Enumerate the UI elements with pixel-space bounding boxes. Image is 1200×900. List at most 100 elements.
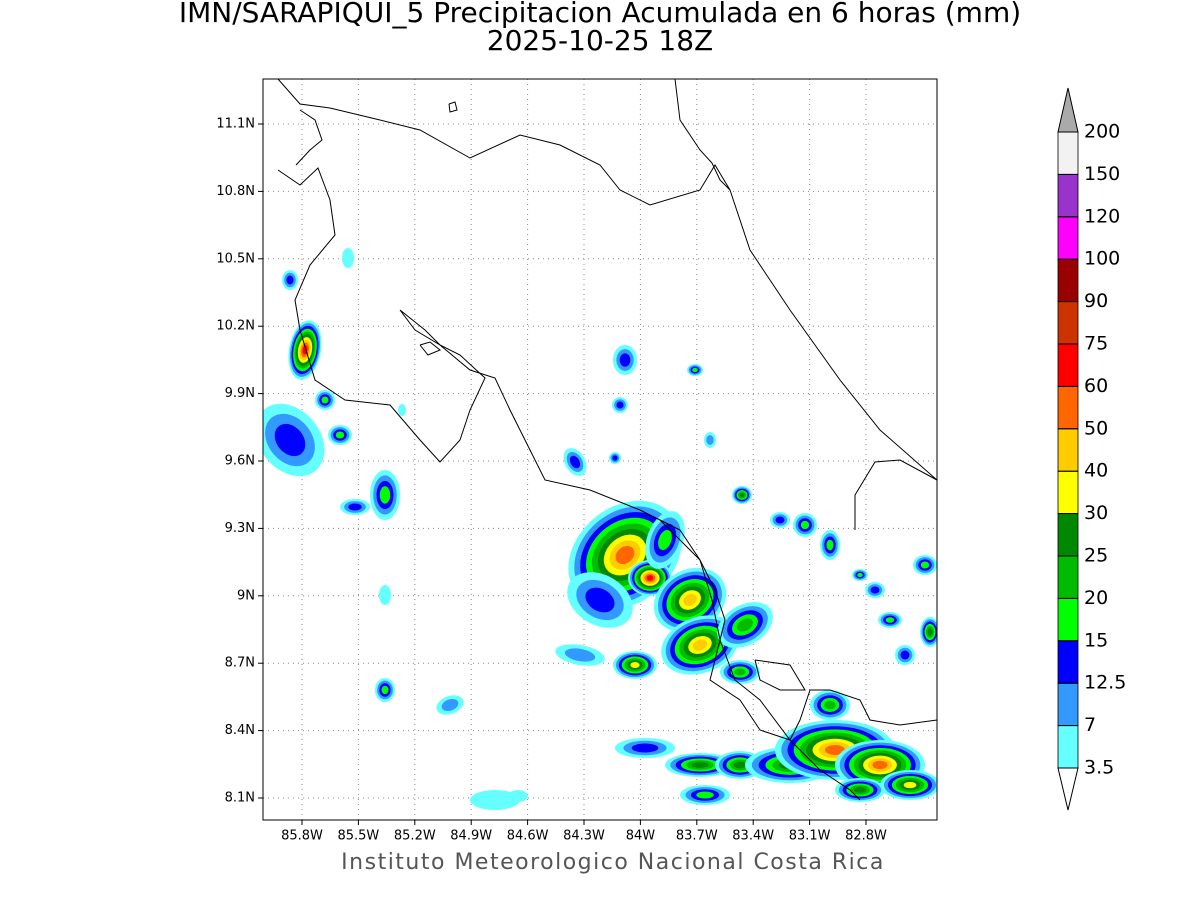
precip-contour [564,648,596,662]
lon-tick-label: 85.5W [337,829,379,844]
colorbar-label: 12.5 [1084,672,1126,694]
colorbar-label: 3.5 [1084,757,1114,779]
precip-contour [872,760,888,770]
island [448,101,458,113]
coastline [277,167,937,741]
colorbar-label: 40 [1084,460,1108,482]
precip-contour [441,699,459,711]
coastline [277,79,731,206]
footer: Instituto Meteorologico Nacional Costa R… [341,850,885,875]
precip-contour [734,668,746,676]
lat-tick-label: 10.2N [216,319,255,334]
colorbar-bin [1057,216,1079,260]
lat-tick-label: 11.1N [216,117,255,132]
precip-contour [381,685,389,695]
lon-tick-label: 85.2W [394,829,436,844]
precip-contour [658,529,672,551]
precip-contour [683,594,697,606]
precip-contour [630,662,640,668]
colorbar-label: 15 [1084,629,1108,651]
precip-contour [696,791,714,799]
precip-contour [646,575,654,581]
colorbar-bin [1057,343,1079,387]
colorbar-bin [1057,555,1079,599]
colorbar-label: 90 [1084,290,1108,312]
precip-contour [398,404,406,416]
lat-tick-label: 8.7N [225,656,255,671]
precip-contour [739,492,745,498]
lat-tick-label: 9.9N [225,386,255,401]
lat-tick-label: 10.5N [216,251,255,266]
precip-contour [342,248,354,268]
border [854,459,937,530]
lon-tick-label: 84W [626,829,656,844]
precip-contour [737,618,753,632]
lon-tick-label: 84.6W [507,829,549,844]
precip-contour [585,587,615,613]
precipitation-field [263,248,937,810]
precip-contour [920,561,930,569]
colorbar-label: 100 [1084,248,1120,270]
precip-contour [900,650,910,660]
colorbar-bin [1057,682,1079,727]
lon-tick-label: 82.8W [845,829,887,844]
precip-contour [335,431,345,439]
colorbar-label: 30 [1084,502,1108,524]
precip-contour [348,503,362,511]
precip-contour [691,762,709,768]
colorbar: 3.5 7 12.5 15 20 25 30 40 50 60 75 90 100 120 150 200 [1057,87,1126,811]
precip-contour [800,520,810,530]
coastlines [277,79,937,801]
precip-contour [616,401,624,409]
colorbar-bin [1057,428,1079,472]
colorbar-bin [1057,725,1079,769]
lat-tick-label: 10.8N [216,184,255,199]
lat-tick-label: 8.4N [225,723,255,738]
precip-contour [379,585,391,605]
colorbar-bin [1057,470,1079,515]
axes: 11.1N 10.8N 10.5N 10.2N 9.9N 9.6N 9.3N 9N 8.7N 8.… [216,117,887,844]
precip-contour [692,367,698,373]
precip-contour [508,790,528,802]
precip-contour [619,353,631,367]
lat-tick-label: 9N [237,588,255,603]
precip-contour [885,617,895,623]
colorbar-label: 150 [1084,163,1120,185]
lat-tick-label: 8.1N [225,791,255,806]
lon-tick-label: 85.8W [281,829,323,844]
colorbar-label: 7 [1084,714,1096,736]
lon-tick-label: 83.1W [789,829,831,844]
precip-contour [274,423,306,457]
lon-tick-label: 83.7W [676,829,718,844]
coastline [674,79,937,481]
precip-contour [569,455,581,469]
colorbar-bin [1057,173,1079,218]
colorbar-label: 75 [1084,333,1108,355]
colorbar-label: 50 [1084,417,1108,439]
precip-contour [379,486,391,504]
colorbar-label: 200 [1084,121,1120,143]
precip-contour [870,586,880,594]
colorbar-under [1057,767,1079,811]
precip-contour [706,435,714,445]
colorbar-label: 60 [1084,375,1108,397]
precip-contour [615,545,635,565]
plot-frame [262,78,938,821]
precip-contour [824,700,836,710]
colorbar-bin [1057,598,1079,642]
colorbar-bin [1057,385,1079,430]
precip-contour [927,628,933,636]
precip-contour [631,743,659,753]
coastline [295,109,323,166]
lon-tick-label: 84.9W [450,829,492,844]
precip-contour [853,787,867,793]
lake [419,341,441,356]
border [659,519,861,801]
precip-contour [321,396,329,404]
colorbar-bin [1057,131,1079,175]
colorbar-bin [1057,513,1079,557]
precip-contour [825,745,845,755]
lon-tick-label: 83.4W [732,829,774,844]
precip-contour [733,761,747,769]
